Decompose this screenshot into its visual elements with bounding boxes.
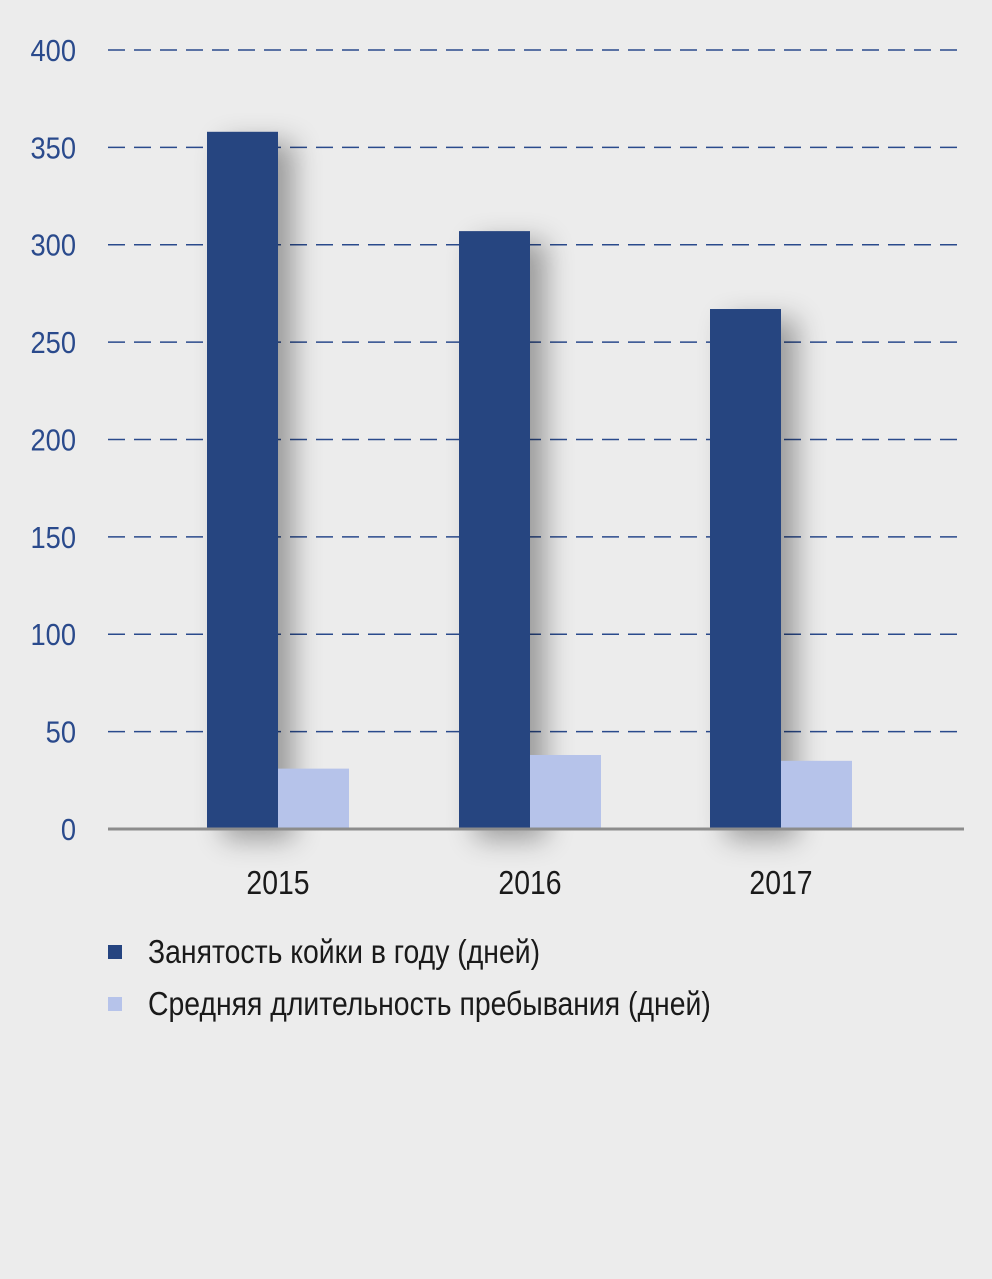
y-tick-label: 150	[30, 521, 76, 555]
legend-label-bed-occupancy: Занятость койки в году (дней)	[148, 933, 541, 970]
y-tick-label: 0	[61, 813, 76, 847]
y-tick-label: 400	[30, 34, 76, 68]
y-tick-label: 300	[30, 229, 76, 263]
legend-item-average-stay: Средняя длительность пребывания (дней)	[108, 978, 802, 1030]
y-tick-label: 50	[46, 716, 76, 750]
bar-bed-occupancy-2017	[710, 309, 781, 830]
x-axis-categories: 2015 2016 2017	[246, 864, 812, 902]
x-category-label: 2016	[498, 864, 561, 902]
legend: Занятость койки в году (дней) Средняя дл…	[108, 926, 802, 1030]
y-tick-label: 100	[30, 619, 76, 653]
bar-average-stay-2016	[530, 754, 601, 829]
y-tick-label: 200	[30, 424, 76, 458]
legend-swatch-bed-occupancy	[108, 945, 122, 959]
bar-bed-occupancy-2015	[207, 131, 278, 830]
bar-average-stay-2017	[781, 760, 852, 829]
y-tick-label: 350	[30, 132, 76, 166]
y-tick-label: 250	[30, 327, 76, 361]
legend-label-average-stay: Средняя длительность пребывания (дней)	[148, 985, 711, 1022]
x-category-label: 2017	[749, 864, 812, 902]
y-axis-ticks: 0 50 100 150 200 250 300 350 400	[30, 34, 76, 847]
bars	[207, 131, 852, 830]
legend-item-bed-occupancy: Занятость койки в году (дней)	[108, 926, 802, 978]
bar-bed-occupancy-2016	[459, 231, 530, 829]
legend-swatch-average-stay	[108, 997, 122, 1011]
x-category-label: 2015	[246, 864, 309, 902]
bar-average-stay-2015	[278, 768, 349, 829]
